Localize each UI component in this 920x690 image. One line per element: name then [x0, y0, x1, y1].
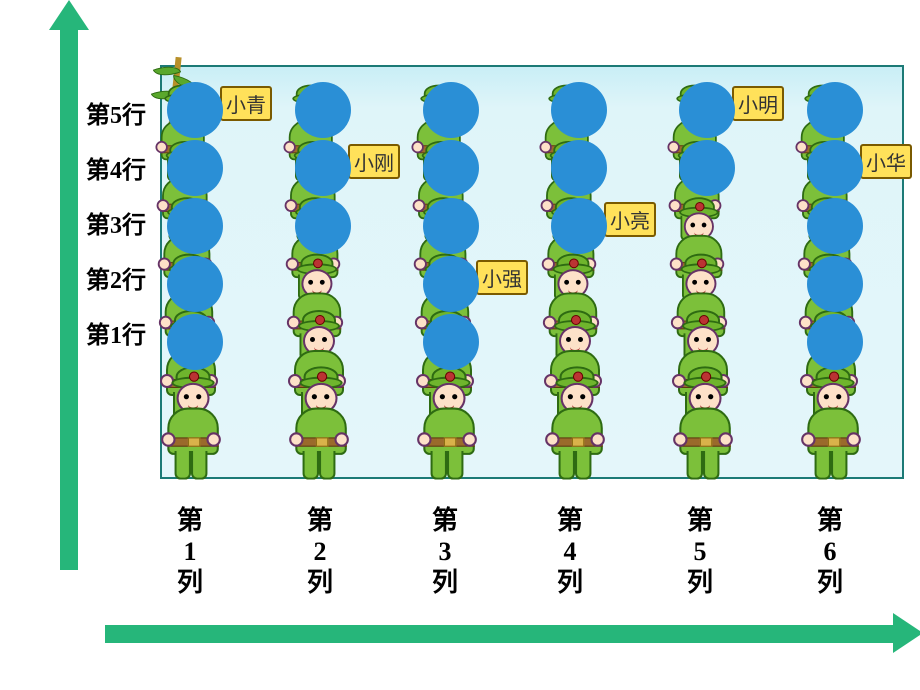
- row-label-1: 第1行: [86, 315, 146, 350]
- grid-dot: [295, 198, 351, 254]
- col-label-2: 第 2 列: [300, 505, 340, 599]
- soldier-figure: [671, 366, 735, 479]
- y-axis-arrow-icon: [49, 0, 89, 30]
- name-tag: 小亮: [604, 202, 656, 237]
- grid-dot: [679, 82, 735, 138]
- grid-dot: [167, 140, 223, 196]
- grid-dot: [551, 82, 607, 138]
- col-label-6: 第 6 列: [810, 505, 850, 599]
- grid-dot: [807, 198, 863, 254]
- grid-dot: [807, 256, 863, 312]
- grid-background: [160, 65, 904, 479]
- soldier-figure: [159, 366, 223, 479]
- grid-dot: [423, 314, 479, 370]
- grid-dot: [295, 140, 351, 196]
- grid-dot: [295, 82, 351, 138]
- grid-dot: [167, 82, 223, 138]
- grid-dot: [167, 314, 223, 370]
- row-label-4: 第4行: [86, 150, 146, 185]
- grid-dot: [679, 140, 735, 196]
- row-label-2: 第2行: [86, 260, 146, 295]
- soldier-figure: [415, 366, 479, 479]
- grid-dot: [423, 82, 479, 138]
- diagram-root: 第5行 第4行 第3行 第2行 第1行 第 1 列 第 2 列 第 3 列 第 …: [0, 0, 920, 690]
- grid-dot: [423, 198, 479, 254]
- name-tag: 小华: [860, 144, 912, 179]
- soldier-figure: [543, 366, 607, 479]
- grid-dot: [423, 256, 479, 312]
- grid-dot: [551, 198, 607, 254]
- grid-dot: [807, 82, 863, 138]
- col-label-3: 第 3 列: [425, 505, 465, 599]
- col-label-4: 第 4 列: [550, 505, 590, 599]
- col-label-5: 第 5 列: [680, 505, 720, 599]
- x-axis: [105, 625, 895, 643]
- grid-dot: [423, 140, 479, 196]
- grid-dot: [807, 314, 863, 370]
- grid-dot: [167, 256, 223, 312]
- col-label-1: 第 1 列: [170, 505, 210, 599]
- name-tag: 小刚: [348, 144, 400, 179]
- x-axis-arrow-icon: [893, 613, 920, 653]
- y-axis: [60, 25, 78, 570]
- grid-dot: [807, 140, 863, 196]
- row-label-5: 第5行: [86, 95, 146, 130]
- row-label-3: 第3行: [86, 205, 146, 240]
- grid-dot: [551, 140, 607, 196]
- name-tag: 小强: [476, 260, 528, 295]
- name-tag: 小青: [220, 86, 272, 121]
- grid-dot: [167, 198, 223, 254]
- soldier-figure: [287, 366, 351, 479]
- soldier-figure: [799, 366, 863, 479]
- name-tag: 小明: [732, 86, 784, 121]
